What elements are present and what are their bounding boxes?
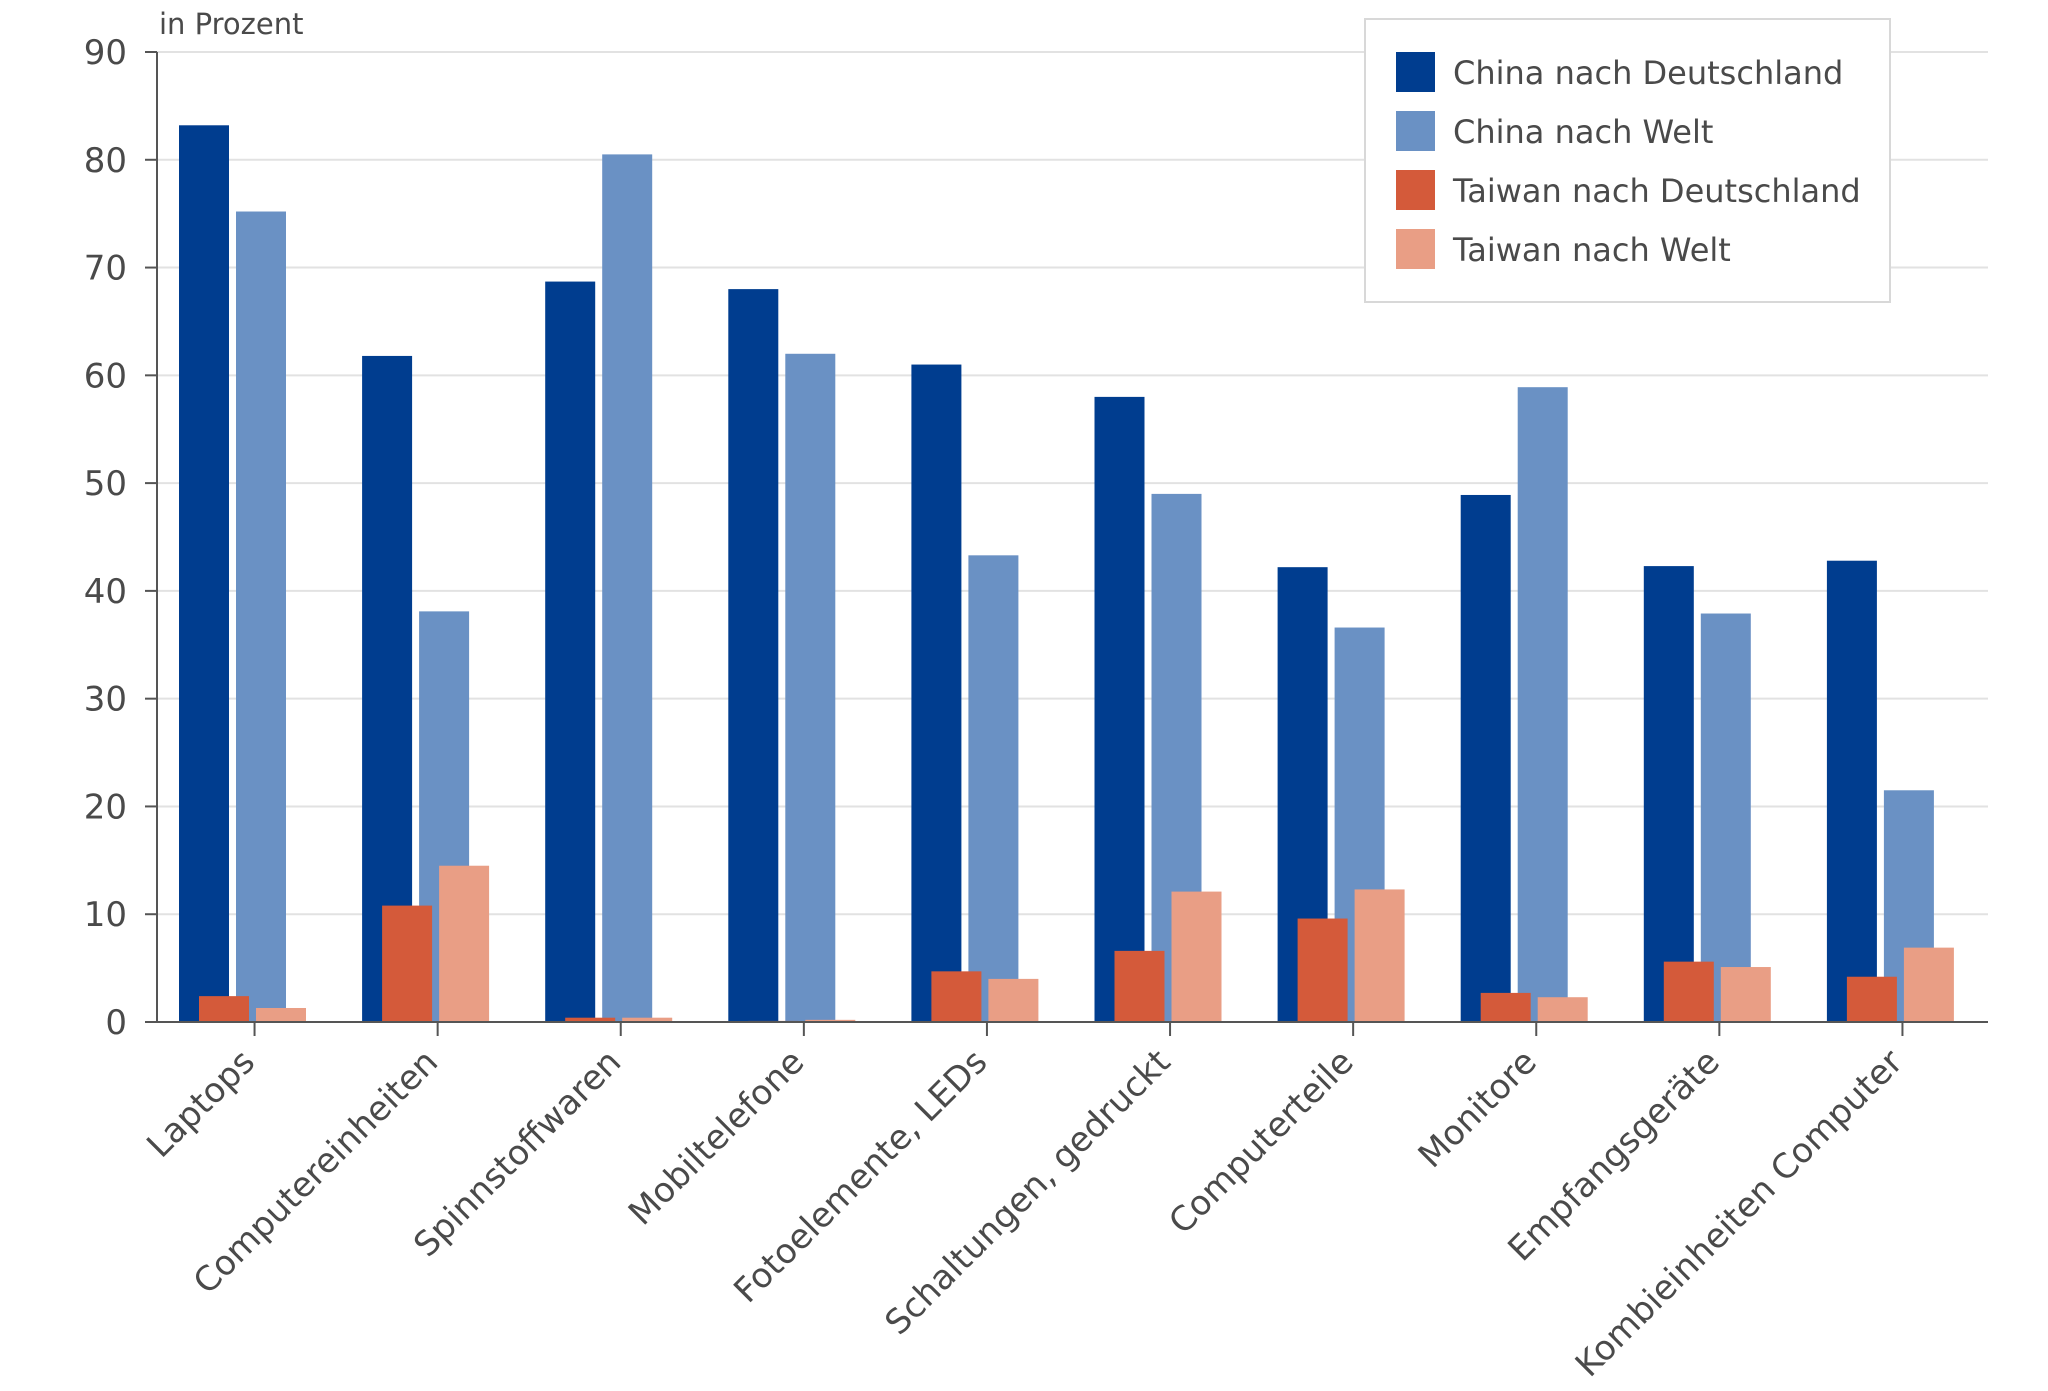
bar-4-3 — [622, 1017, 673, 1022]
bar-4-9 — [1720, 967, 1771, 1022]
bar-1-10 — [1826, 560, 1877, 1022]
legend-swatch — [1396, 229, 1435, 269]
axes — [156, 52, 1988, 1036]
bar-3-9 — [1663, 961, 1714, 1022]
y-tick-label: 50 — [84, 464, 127, 504]
bar-4-1 — [256, 1007, 306, 1022]
legend-swatch — [1396, 52, 1435, 92]
x-tick-label: Computerteile — [1161, 1042, 1361, 1242]
bar-2-8 — [1517, 387, 1568, 1022]
y-tick-label: 60 — [84, 356, 127, 396]
bar-3-5 — [931, 971, 982, 1022]
bar-3-6 — [1114, 950, 1165, 1022]
y-tick-label: 70 — [84, 249, 127, 289]
bar-2-9 — [1700, 613, 1751, 1022]
bar-3-3 — [565, 1017, 616, 1022]
bar-1-5 — [911, 364, 962, 1022]
legend-label: Taiwan nach Welt — [1452, 231, 1731, 269]
bar-1-8 — [1460, 494, 1511, 1022]
bar-4-8 — [1537, 997, 1588, 1022]
bar-1-1 — [179, 125, 229, 1023]
x-tick-label: Kombieinheiten Computer — [1568, 1042, 1911, 1385]
x-tick-label: Monitore — [1411, 1042, 1545, 1176]
bar-2-5 — [968, 555, 1019, 1022]
legend-label: Taiwan nach Deutschland — [1452, 172, 1861, 210]
bar-3-7 — [1297, 918, 1348, 1022]
y-tick-labels: 0 10 20 30 40 50 60 70 80 90 — [84, 33, 127, 1043]
bar-4-6 — [1171, 891, 1222, 1022]
bars — [179, 125, 1954, 1023]
y-tick-label: 10 — [84, 895, 127, 935]
bar-4-5 — [988, 978, 1039, 1022]
bar-4-2 — [439, 865, 490, 1022]
y-tick-label: 90 — [84, 33, 127, 73]
y-tick-label: 40 — [84, 572, 127, 612]
legend-swatch — [1396, 111, 1435, 151]
bar-4-7 — [1354, 889, 1405, 1022]
x-tick-label: Mobiltelefone — [621, 1042, 812, 1233]
legend-swatch — [1396, 170, 1435, 210]
bar-4-4 — [805, 1019, 856, 1022]
bar-3-8 — [1480, 992, 1531, 1022]
bar-1-4 — [728, 289, 779, 1023]
y-unit-label: in Prozent — [159, 7, 303, 41]
bar-1-3 — [545, 281, 596, 1023]
bar-3-10 — [1846, 976, 1897, 1022]
y-tick-label: 0 — [105, 1003, 127, 1043]
bar-3-2 — [382, 905, 433, 1022]
bar-2-1 — [236, 211, 286, 1022]
y-tick-label: 80 — [84, 141, 127, 181]
legend: China nach Deutschland China nach Welt Tai… — [1364, 18, 1891, 303]
bar-1-9 — [1643, 566, 1694, 1022]
legend-label: China nach Deutschland — [1453, 54, 1843, 92]
x-tick-labels: LaptopsComputereinheitenSpinnstoffwarenM… — [139, 1042, 1911, 1385]
bar-1-6 — [1094, 396, 1145, 1022]
y-tick-label: 20 — [84, 787, 127, 827]
bar-3-1 — [199, 996, 249, 1022]
x-tick-label: Laptops — [139, 1042, 263, 1166]
bar-4-10 — [1903, 947, 1954, 1022]
y-tick-label: 30 — [84, 680, 127, 720]
legend-label: China nach Welt — [1453, 113, 1713, 151]
bar-2-4 — [785, 353, 836, 1022]
legend-box — [1364, 18, 1891, 303]
bar-2-3 — [602, 154, 653, 1022]
